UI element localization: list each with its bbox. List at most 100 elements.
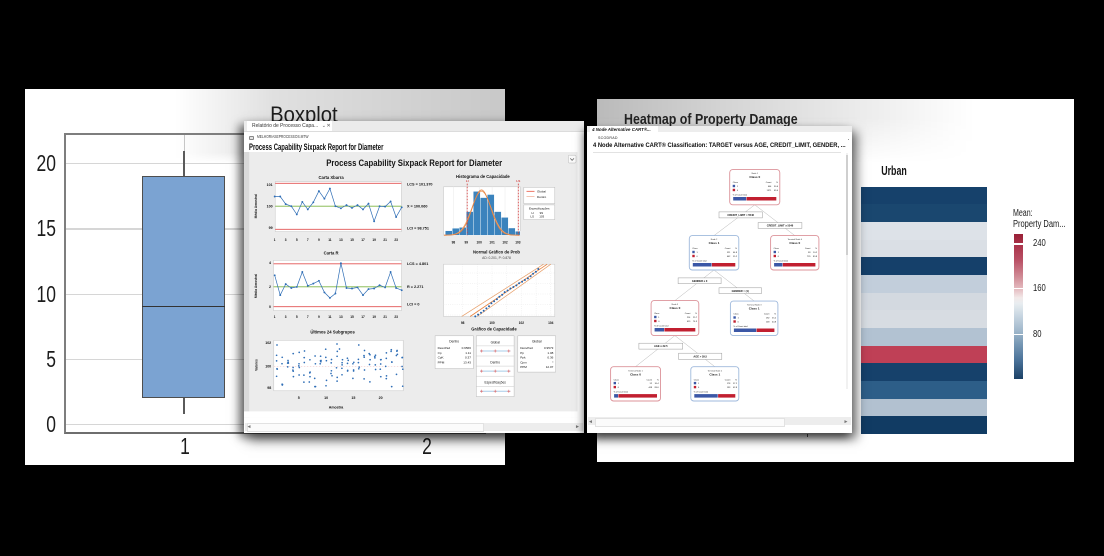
svg-text:1: 1 <box>736 186 738 188</box>
svg-text:0.9566: 0.9566 <box>462 347 472 351</box>
svg-text:Class: Class <box>692 248 697 250</box>
svg-text:Global: Global <box>532 340 542 344</box>
svg-text:0: 0 <box>737 321 739 323</box>
svg-text:% of Count total: % of Count total <box>693 390 708 393</box>
svg-text:1.08: 1.08 <box>547 351 553 355</box>
svg-text:%: % <box>656 379 658 381</box>
svg-text:Pp: Pp <box>520 351 524 355</box>
svg-text:Média Amostral: Média Amostral <box>254 194 258 218</box>
svg-text:214: 214 <box>686 317 690 319</box>
svg-text:3: 3 <box>285 315 287 319</box>
svg-text:Class 0: Class 0 <box>749 175 760 179</box>
svg-text:102: 102 <box>265 341 271 345</box>
svg-text:LS: LS <box>516 179 520 183</box>
svg-text:Terminal Node 3: Terminal Node 3 <box>746 304 761 306</box>
svg-text:642: 642 <box>726 256 730 258</box>
svg-text:Class 0: Class 0 <box>789 241 800 245</box>
svg-text:% of Count total: % of Count total <box>692 259 707 262</box>
svg-text:Terminal Node 1: Terminal Node 1 <box>628 370 643 372</box>
svg-text:44.8: 44.8 <box>732 252 737 254</box>
svg-text:17: 17 <box>361 238 365 242</box>
svg-text:Class: Class <box>732 182 737 184</box>
svg-text:CREDIT_LIMIT ≥ 5546: CREDIT_LIMIT ≥ 5546 <box>766 223 793 227</box>
svg-text:0: 0 <box>658 321 660 323</box>
svg-text:0: 0 <box>269 305 271 309</box>
svg-text:101: 101 <box>267 183 273 187</box>
svg-text:52: 52 <box>649 383 652 385</box>
svg-text:19: 19 <box>372 315 376 319</box>
svg-text:13: 13 <box>339 315 343 319</box>
svg-text:20: 20 <box>379 396 383 400</box>
svg-text:74.3: 74.3 <box>692 321 697 323</box>
svg-text:99: 99 <box>465 241 469 245</box>
svg-text:Node 3: Node 3 <box>671 304 678 306</box>
svg-text:103: 103 <box>515 241 521 245</box>
svg-text:98: 98 <box>452 241 456 245</box>
svg-text:Global: Global <box>491 341 501 345</box>
svg-text:Process Capability Sixpack Rep: Process Capability Sixpack Report for Di… <box>326 158 503 168</box>
svg-text:Dentro: Dentro <box>490 361 500 365</box>
svg-text:2: 2 <box>269 285 271 289</box>
svg-text:Class 1: Class 1 <box>748 306 759 310</box>
svg-text:AGE ≤ 32.5: AGE ≤ 32.5 <box>654 344 668 348</box>
svg-text:Amostra: Amostra <box>329 406 345 410</box>
svg-text:0: 0 <box>736 190 738 192</box>
svg-text:GENDER = (1): GENDER = (1) <box>731 288 748 292</box>
svg-text:7: 7 <box>307 315 309 319</box>
svg-text:89.8: 89.8 <box>813 256 818 258</box>
svg-text:Carta Xbarra: Carta Xbarra <box>319 175 345 180</box>
svg-text:98: 98 <box>461 321 465 325</box>
svg-text:Count: Count <box>646 378 652 381</box>
svg-text:Especificações: Especificações <box>529 207 550 211</box>
svg-text:44.8: 44.8 <box>772 321 777 323</box>
svg-text:Ppk: Ppk <box>520 356 526 360</box>
svg-text:Node 2: Node 2 <box>710 239 717 241</box>
svg-text:100: 100 <box>489 321 495 325</box>
svg-text:AGE > 29.5: AGE > 29.5 <box>693 354 707 358</box>
svg-text:LCI = 0: LCI = 0 <box>407 303 420 307</box>
svg-text:69.4: 69.4 <box>773 190 778 192</box>
svg-text:4: 4 <box>269 261 271 265</box>
svg-text:55.2: 55.2 <box>772 317 777 319</box>
svg-text:Últimos 24 Subgrupos: Últimos 24 Subgrupos <box>310 330 355 335</box>
svg-text:1: 1 <box>698 383 700 385</box>
svg-text:CpK: CpK <box>438 356 445 360</box>
svg-text:89.6: 89.6 <box>654 387 659 389</box>
svg-text:Count: Count <box>684 312 690 315</box>
svg-text:15: 15 <box>351 396 355 400</box>
svg-text:LS: LS <box>530 215 534 219</box>
svg-text:9: 9 <box>318 315 320 319</box>
svg-text:21: 21 <box>383 315 387 319</box>
svg-text:Especificações: Especificações <box>485 381 507 385</box>
svg-text:1371: 1371 <box>766 190 771 192</box>
svg-text:Class: Class <box>654 313 659 315</box>
svg-text:% of Count total: % of Count total <box>733 325 748 328</box>
svg-text:PPM: PPM <box>438 361 445 365</box>
svg-text:10.2: 10.2 <box>813 252 818 254</box>
svg-text:Terminal Node 2: Terminal Node 2 <box>707 370 722 372</box>
svg-text:1: 1 <box>696 252 698 254</box>
svg-text:7: 7 <box>307 238 309 242</box>
svg-text:%: % <box>695 313 697 315</box>
svg-text:Carta R: Carta R <box>324 251 339 256</box>
svg-text:5: 5 <box>298 396 300 400</box>
svg-text:100: 100 <box>265 365 271 369</box>
svg-text:12.07: 12.07 <box>546 366 554 370</box>
svg-text:17: 17 <box>361 315 365 319</box>
svg-text:1: 1 <box>777 252 779 254</box>
svg-text:LCS = 101.370: LCS = 101.370 <box>407 183 433 187</box>
svg-text:102: 102 <box>519 321 525 325</box>
svg-text:Dentro: Dentro <box>449 340 459 344</box>
svg-text:R = 2.271: R = 2.271 <box>407 285 424 289</box>
svg-text:100: 100 <box>267 205 273 209</box>
svg-text:0: 0 <box>698 387 700 389</box>
svg-text:%: % <box>815 248 817 250</box>
svg-text:21: 21 <box>383 238 387 242</box>
svg-text:Global: Global <box>537 190 546 194</box>
svg-text:30.6: 30.6 <box>773 186 778 188</box>
svg-text:Node 1: Node 1 <box>751 173 758 175</box>
svg-text:23: 23 <box>394 315 398 319</box>
svg-text:25.7: 25.7 <box>692 317 697 319</box>
svg-text:9: 9 <box>318 238 320 242</box>
svg-text:10.4: 10.4 <box>654 383 659 385</box>
